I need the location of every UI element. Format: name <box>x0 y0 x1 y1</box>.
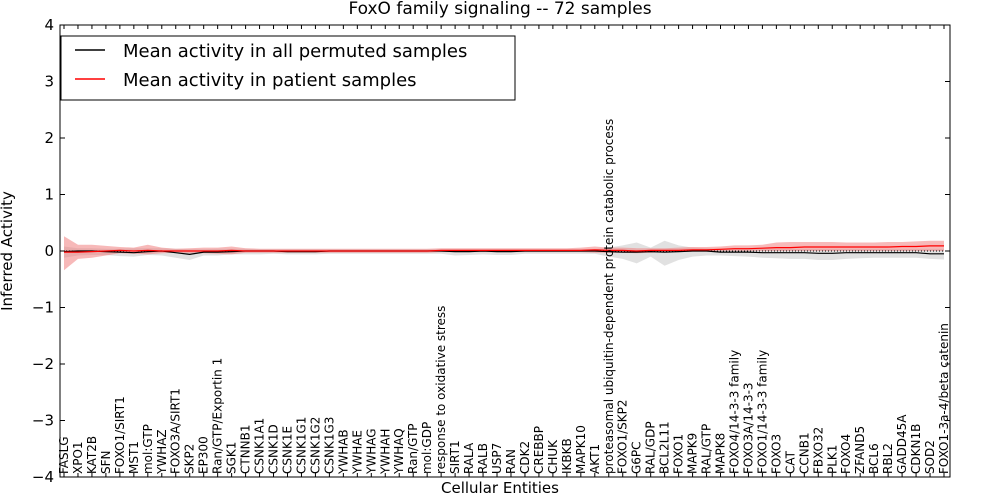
x-tick-label: Ran/GTP/Exportin 1 <box>211 358 225 474</box>
permuted-band <box>64 240 944 266</box>
legend-label-patient: Mean activity in patient samples <box>123 70 417 91</box>
x-tick-label: PLK1 <box>825 445 839 474</box>
x-tick-label: YWHAE <box>350 430 364 475</box>
x-tick-label: mol:GDP <box>420 422 434 474</box>
x-tick-label: CSNK1G2 <box>308 417 322 474</box>
x-tick-label: AKT1 <box>588 444 602 474</box>
y-tick-label: −3 <box>32 412 54 430</box>
x-tick-label: FOXO1 <box>672 434 686 474</box>
x-tick-label: EP300 <box>197 436 211 474</box>
x-tick-label: FOXO4 <box>839 434 853 474</box>
x-tick-label: USP7 <box>490 443 504 474</box>
x-tick-label: FASLG <box>57 436 71 474</box>
x-tick-label: G6PC <box>630 441 644 474</box>
x-tick-label: CDKN1B <box>909 424 923 474</box>
y-tick-label: −4 <box>32 468 54 486</box>
x-tick-label: FOXO1-3a-4/beta catenin <box>937 323 951 474</box>
x-tick-label: YWHAB <box>336 429 350 475</box>
x-tick-label: CHUK <box>546 439 560 474</box>
x-tick-label: MAPK8 <box>714 433 728 474</box>
x-tick-label: BCL2L11 <box>658 421 672 474</box>
x-tick-label: SGK1 <box>225 442 239 474</box>
x-tick-label: response to oxidative stress <box>434 306 448 474</box>
x-tick-label: RAL/GDP <box>644 421 658 474</box>
x-tick-label: CSNK1E <box>280 426 294 474</box>
legend-label-permuted: Mean activity in all permuted samples <box>123 41 467 62</box>
x-tick-label: MAPK9 <box>686 433 700 474</box>
x-tick-label: Ran/GTP <box>406 423 420 474</box>
patient-band <box>64 236 944 271</box>
x-tick-label: proteasomal ubiquitin-dependent protein … <box>602 119 616 474</box>
x-tick-label: FOXO3 <box>769 434 783 474</box>
x-tick-label: RBL2 <box>881 443 895 474</box>
x-tick-label: CSNK1G1 <box>294 417 308 474</box>
y-tick-label: 0 <box>44 242 54 260</box>
x-tick-label: GADD45A <box>895 414 909 474</box>
x-tick-label: SIRT1 <box>448 440 462 474</box>
y-tick-label: −2 <box>32 355 54 373</box>
x-axis-ticks: FASLG XPO1 KAT2B SFN FOXO1/SIRT1 MST1 mol:GTP Y… <box>57 25 951 477</box>
x-tick-label: RALB <box>476 443 490 474</box>
bands <box>64 236 944 271</box>
x-tick-label: SOD2 <box>923 440 937 474</box>
x-tick-label: CCNB1 <box>797 432 811 474</box>
x-tick-label: FBXO32 <box>811 427 825 474</box>
y-tick-label: 3 <box>44 73 54 91</box>
series-lines <box>60 245 950 256</box>
x-tick-label: CAT <box>783 450 797 474</box>
x-tick-label: CSNK1D <box>267 424 281 474</box>
y-axis-label: Inferred Activity <box>0 191 16 311</box>
x-tick-label: RALA <box>462 442 476 474</box>
x-tick-label: FOXO4/14-3-3 family <box>727 350 741 474</box>
x-tick-label: FOXO1/14-3-3 family <box>755 350 769 474</box>
legend: Mean activity in all permuted samples Me… <box>60 35 516 101</box>
x-tick-label: mol:GTP <box>141 424 155 474</box>
series-line-permuted <box>63 250 944 256</box>
x-tick-label: YWHAZ <box>155 429 169 475</box>
x-tick-label: YWHAH <box>378 429 392 475</box>
x-tick-label: BCL6 <box>867 443 881 474</box>
x-tick-label: IKBKB <box>560 438 574 474</box>
x-tick-label: FOXO1/SKP2 <box>616 399 630 474</box>
x-tick-label: YWHAG <box>364 428 378 475</box>
x-tick-label: SKP2 <box>183 444 197 474</box>
x-tick-label: SFN <box>99 451 113 475</box>
x-tick-label: ZFAND5 <box>853 426 867 474</box>
chart-title: FoxO family signaling -- 72 samples <box>348 0 651 19</box>
y-tick-label: −1 <box>32 299 54 317</box>
x-tick-label: CDK2 <box>518 441 532 474</box>
x-tick-label: RAN <box>504 449 518 474</box>
x-tick-label: CSNK1A1 <box>253 418 267 474</box>
x-tick-label: YWHAQ <box>392 428 406 475</box>
y-axis-ticks: −4 −3 −2 −1 0 1 2 3 4 <box>32 16 950 486</box>
x-tick-label: XPO1 <box>71 441 85 474</box>
x-tick-label: KAT2B <box>85 436 99 474</box>
x-tick-label: FOXO3A/14-3-3 <box>741 382 755 474</box>
x-tick-label: CTNNB1 <box>239 424 253 474</box>
x-axis-label: Cellular Entities <box>441 479 559 497</box>
x-tick-label: FOXO3A/SIRT1 <box>169 388 183 474</box>
x-tick-label: MAPK10 <box>574 425 588 474</box>
series-line-patient <box>64 245 944 253</box>
y-tick-label: 4 <box>44 16 54 34</box>
x-tick-label: CREBBP <box>532 426 546 474</box>
x-tick-label: MST1 <box>127 441 141 474</box>
x-tick-label: FOXO1/SIRT1 <box>113 396 127 474</box>
y-tick-label: 2 <box>44 129 54 147</box>
x-tick-label: CSNK1G3 <box>322 417 336 474</box>
y-tick-label: 1 <box>44 186 54 204</box>
legend-box <box>60 35 516 101</box>
x-tick-label: RAL/GTP <box>700 424 714 474</box>
